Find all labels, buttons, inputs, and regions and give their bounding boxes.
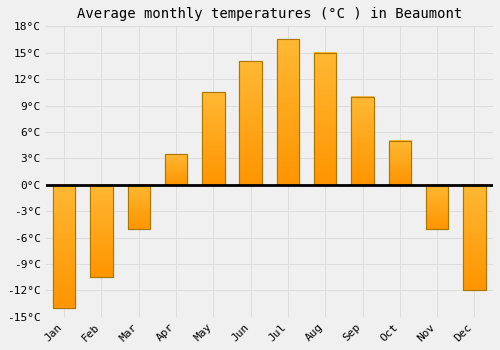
Bar [314,53,336,185]
Bar [388,141,411,185]
Bar [352,97,374,185]
Bar [128,185,150,229]
Bar [202,92,224,185]
Bar [463,185,485,290]
Bar [53,185,76,308]
Bar [53,185,76,308]
Bar [165,154,188,185]
Bar [463,185,485,290]
Bar [240,62,262,185]
Bar [277,40,299,185]
Bar [240,62,262,185]
Bar [90,185,112,277]
Bar [128,185,150,229]
Bar [352,97,374,185]
Bar [426,185,448,229]
Bar [388,141,411,185]
Bar [90,185,112,277]
Bar [277,40,299,185]
Bar [165,154,188,185]
Bar [314,53,336,185]
Bar [426,185,448,229]
Bar [202,92,224,185]
Title: Average monthly temperatures (°C ) in Beaumont: Average monthly temperatures (°C ) in Be… [76,7,462,21]
